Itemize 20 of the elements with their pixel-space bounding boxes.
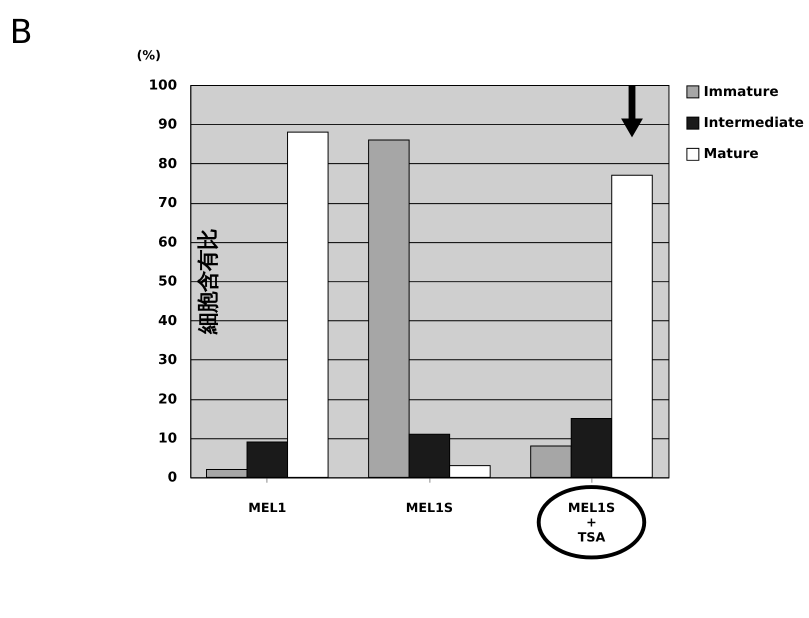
y-tick-label: 50 xyxy=(158,274,178,290)
chart-title: B xyxy=(10,12,33,52)
y-tick-label: 100 xyxy=(148,77,178,94)
y-tick-label: 80 xyxy=(158,156,178,172)
y-tick-label: 90 xyxy=(158,116,178,133)
legend-label: Immature xyxy=(704,84,779,100)
x-tick-label: MEL1S + TSA xyxy=(568,500,616,544)
legend-label: Mature xyxy=(704,146,759,162)
legend-label: Intermediate xyxy=(704,115,804,132)
y-axis-title: 細胞含有比 xyxy=(196,229,222,336)
y-tick-label: 40 xyxy=(158,312,178,329)
y-tick-label: 10 xyxy=(158,430,178,447)
text: (%) xyxy=(136,48,161,63)
x-tick-label: MEL1S xyxy=(406,500,454,515)
y-tick-label: 0 xyxy=(168,470,178,486)
y-tick-label: 20 xyxy=(158,391,178,408)
y-tick-label: 70 xyxy=(158,195,178,212)
x-tick-label: MEL1 xyxy=(248,500,286,515)
y-tick-label: 30 xyxy=(158,352,178,368)
y-tick-label: 60 xyxy=(158,234,178,250)
